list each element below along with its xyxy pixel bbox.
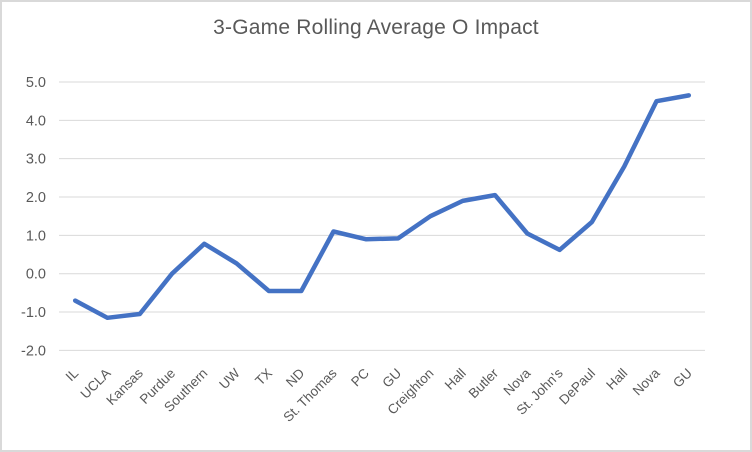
chart-title: 3-Game Rolling Average O Impact [213, 16, 539, 39]
y-axis-label: -1.0 [21, 305, 46, 321]
x-axis-label: ND [283, 365, 308, 390]
y-axis-label: 3.0 [26, 152, 46, 168]
y-axis-label: 4.0 [26, 113, 46, 129]
gridlines [59, 81, 705, 351]
y-axis-label: 0.0 [26, 267, 46, 283]
x-axis-label: IL [63, 365, 82, 384]
x-axis-label: Butler [466, 365, 502, 401]
x-axis-label: UW [216, 365, 243, 392]
x-axis-label: TX [252, 366, 275, 389]
x-axis-label: DePaul [556, 366, 598, 408]
y-axis-label: 2.0 [26, 190, 46, 206]
x-axis-label: Nova [630, 365, 663, 398]
x-axis-label: PC [348, 365, 372, 389]
x-axis-label: GU [670, 366, 695, 391]
x-axis-label: GU [379, 366, 404, 391]
series-line [72, 93, 692, 321]
y-axis-label: -2.0 [21, 343, 46, 359]
x-axis-label: Kansas [103, 365, 146, 408]
y-axis-labels: 5.0 4.0 3.0 2.0 1.0 0.0 -1.0 -2.0 [21, 75, 46, 359]
x-axis-label: Hall [603, 366, 630, 393]
y-axis-label: 5.0 [26, 75, 46, 91]
y-axis-label: 1.0 [26, 228, 46, 244]
x-axis-label: Hall [442, 366, 469, 393]
